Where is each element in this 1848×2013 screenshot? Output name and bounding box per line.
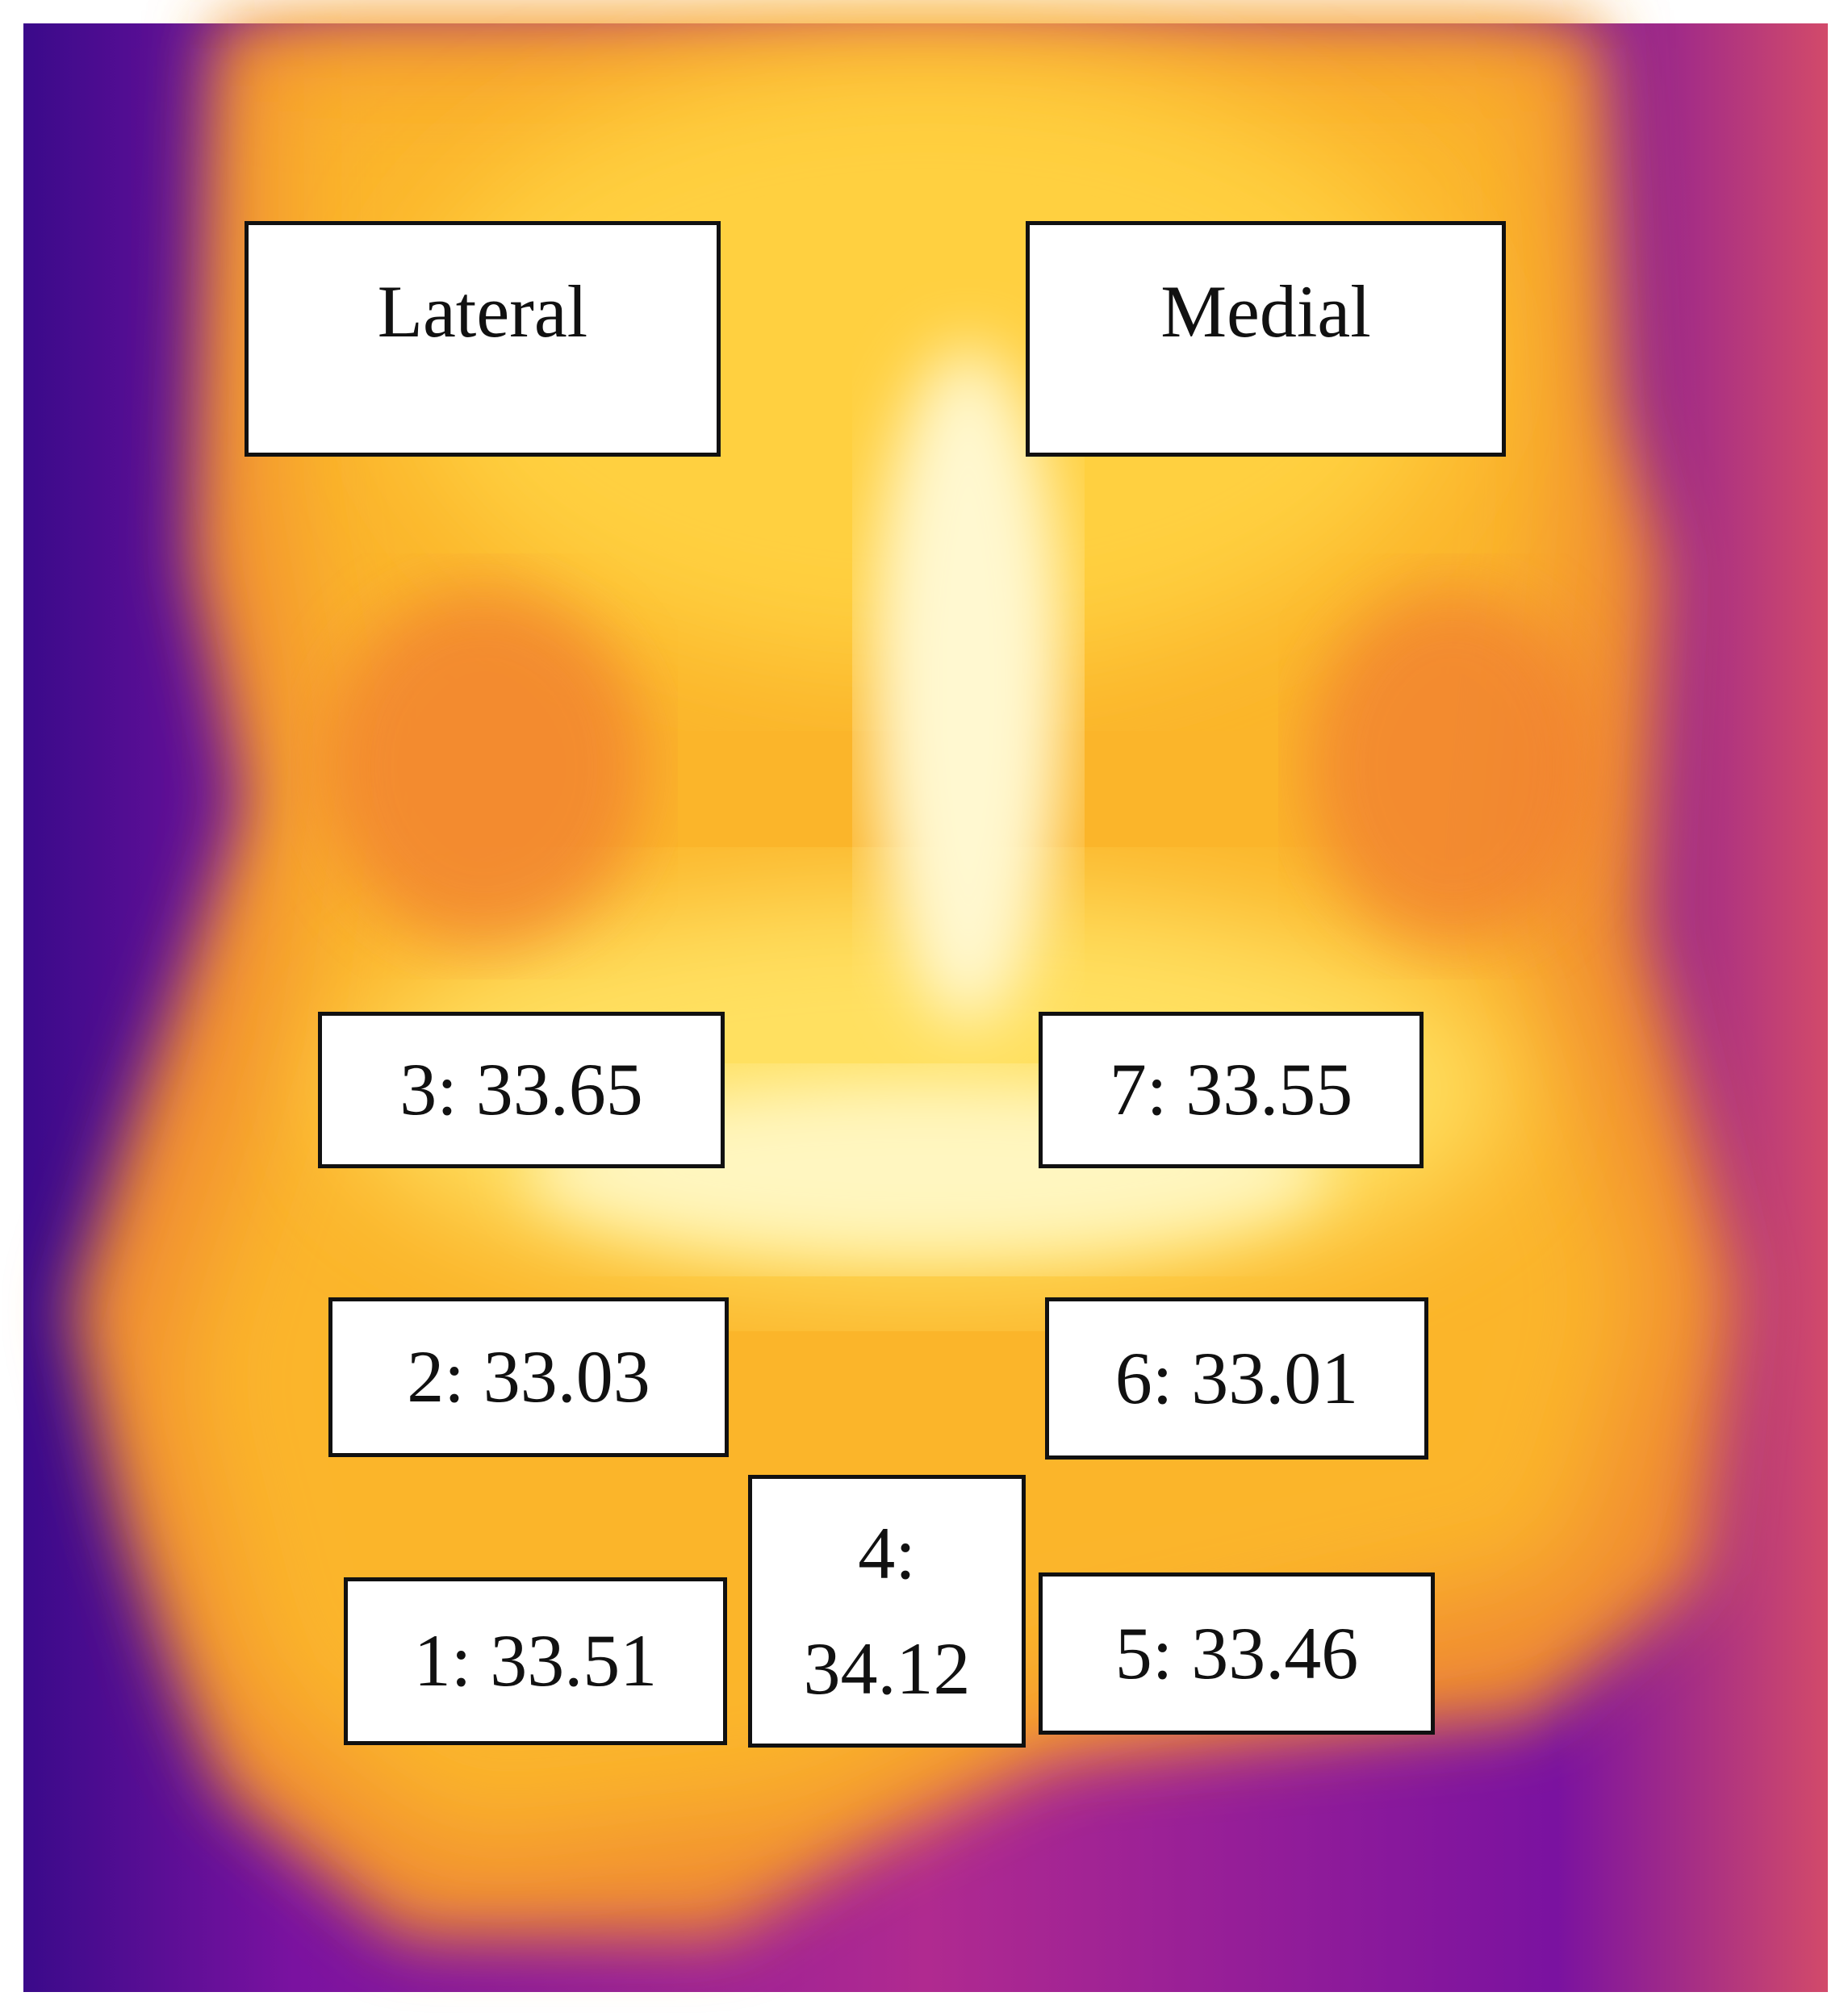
label-box: Lateral (245, 221, 721, 457)
region-box: 4: 34.12 (748, 1475, 1026, 1748)
hot-top (403, 56, 1453, 670)
region-box: 5: 33.46 (1039, 1572, 1435, 1735)
cool-spot (323, 589, 646, 944)
cool-spot (1307, 589, 1598, 944)
region-box: 2: 33.03 (328, 1297, 729, 1457)
region-box: 3: 33.65 (318, 1012, 725, 1168)
region-box: 7: 33.55 (1039, 1012, 1424, 1168)
region-box: 1: 33.51 (344, 1577, 727, 1745)
region-box: 6: 33.01 (1045, 1297, 1428, 1460)
label-box: Medial (1026, 221, 1506, 457)
hot-spot (872, 347, 1065, 1025)
